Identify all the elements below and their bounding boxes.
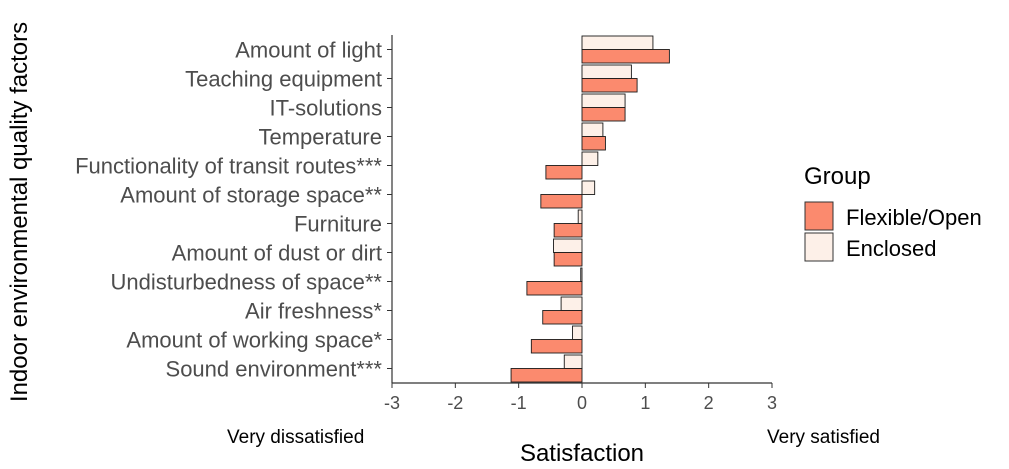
category-label-amount-of-light: Amount of light [235,38,382,63]
category-label-sound-environment: Sound environment*** [166,357,383,382]
bar-enclosed-air-freshness [560,296,583,311]
category-label-it-solutions: IT-solutions [270,96,383,121]
category-labels: Amount of light Teaching equipment IT-solu… [75,38,392,382]
bar-enclosed-it-solutions [581,93,626,108]
x-tick-labels: -3 -2 -1 0 1 2 3 [384,383,777,413]
legend-label-enclosed: Enclosed [846,236,937,261]
category-label-teaching-equipment: Teaching equipment [185,67,382,92]
category-label-air-freshness: Air freshness* [245,299,382,324]
y-axis-title: Indoor environmental quality factors [6,22,33,402]
category-label-amount-of-storage-space: Amount of storage space** [120,183,382,208]
bar-flexible-open-air-freshness [542,310,583,325]
legend: Group Flexible/Open Enclosed [804,163,982,262]
right-annotation: Very satisfied [767,427,880,448]
bar-flexible-open-it-solutions [581,107,626,122]
bar-flexible-open-amount-of-storage-space [540,194,583,209]
legend-title: Group [804,163,871,190]
bars-layer [510,35,670,383]
bar-enclosed-amount-of-storage-space [581,180,596,195]
bar-flexible-open-amount-of-working-space [530,339,583,354]
bar-enclosed-teaching-equipment [581,64,632,79]
x-tick-label: 0 [577,393,587,413]
bar-enclosed-functionality-of-transit-routes [581,151,599,166]
category-label-temperature: Temperature [258,125,382,150]
bar-flexible-open-amount-of-dust-or-dirt [553,252,583,267]
bar-flexible-open-furniture [553,223,583,238]
x-tick-label: 1 [640,393,650,413]
bar-flexible-open-amount-of-light [581,49,670,64]
bar-flexible-open-undisturbedness-of-space [526,281,583,296]
bar-flexible-open-functionality-of-transit-routes [545,165,583,180]
x-tick-label: -1 [511,393,527,413]
bar-enclosed-temperature [581,122,604,137]
bar-flexible-open-teaching-equipment [581,78,638,93]
left-annotation: Very dissatisfied [227,427,364,448]
x-axis-title: Satisfaction [520,440,644,467]
bar-enclosed-amount-of-dust-or-dirt [553,238,583,253]
legend-swatch-flexible-open [804,201,834,231]
x-tick-label: -2 [447,393,463,413]
bar-enclosed-furniture [577,209,583,224]
category-label-functionality-of-transit-routes: Functionality of transit routes*** [75,154,382,179]
legend-label-flexible-open: Flexible/Open [846,205,982,230]
x-tick-label: -3 [384,393,400,413]
legend-swatch-enclosed [804,232,834,262]
x-tick-label: 3 [767,393,777,413]
bar-enclosed-amount-of-light [581,35,654,50]
bar-flexible-open-temperature [581,136,606,151]
category-label-amount-of-working-space: Amount of working space* [126,328,382,353]
category-label-undisturbedness-of-space: Undisturbedness of space** [111,270,383,295]
bar-flexible-open-sound-environment [510,368,583,383]
bar-enclosed-sound-environment [563,354,583,369]
x-tick-label: 2 [704,393,714,413]
bar-enclosed-amount-of-working-space [572,325,583,340]
category-label-furniture: Furniture [294,212,382,237]
bar-enclosed-undisturbedness-of-space [580,267,583,282]
category-label-amount-of-dust-or-dirt: Amount of dust or dirt [172,241,382,266]
